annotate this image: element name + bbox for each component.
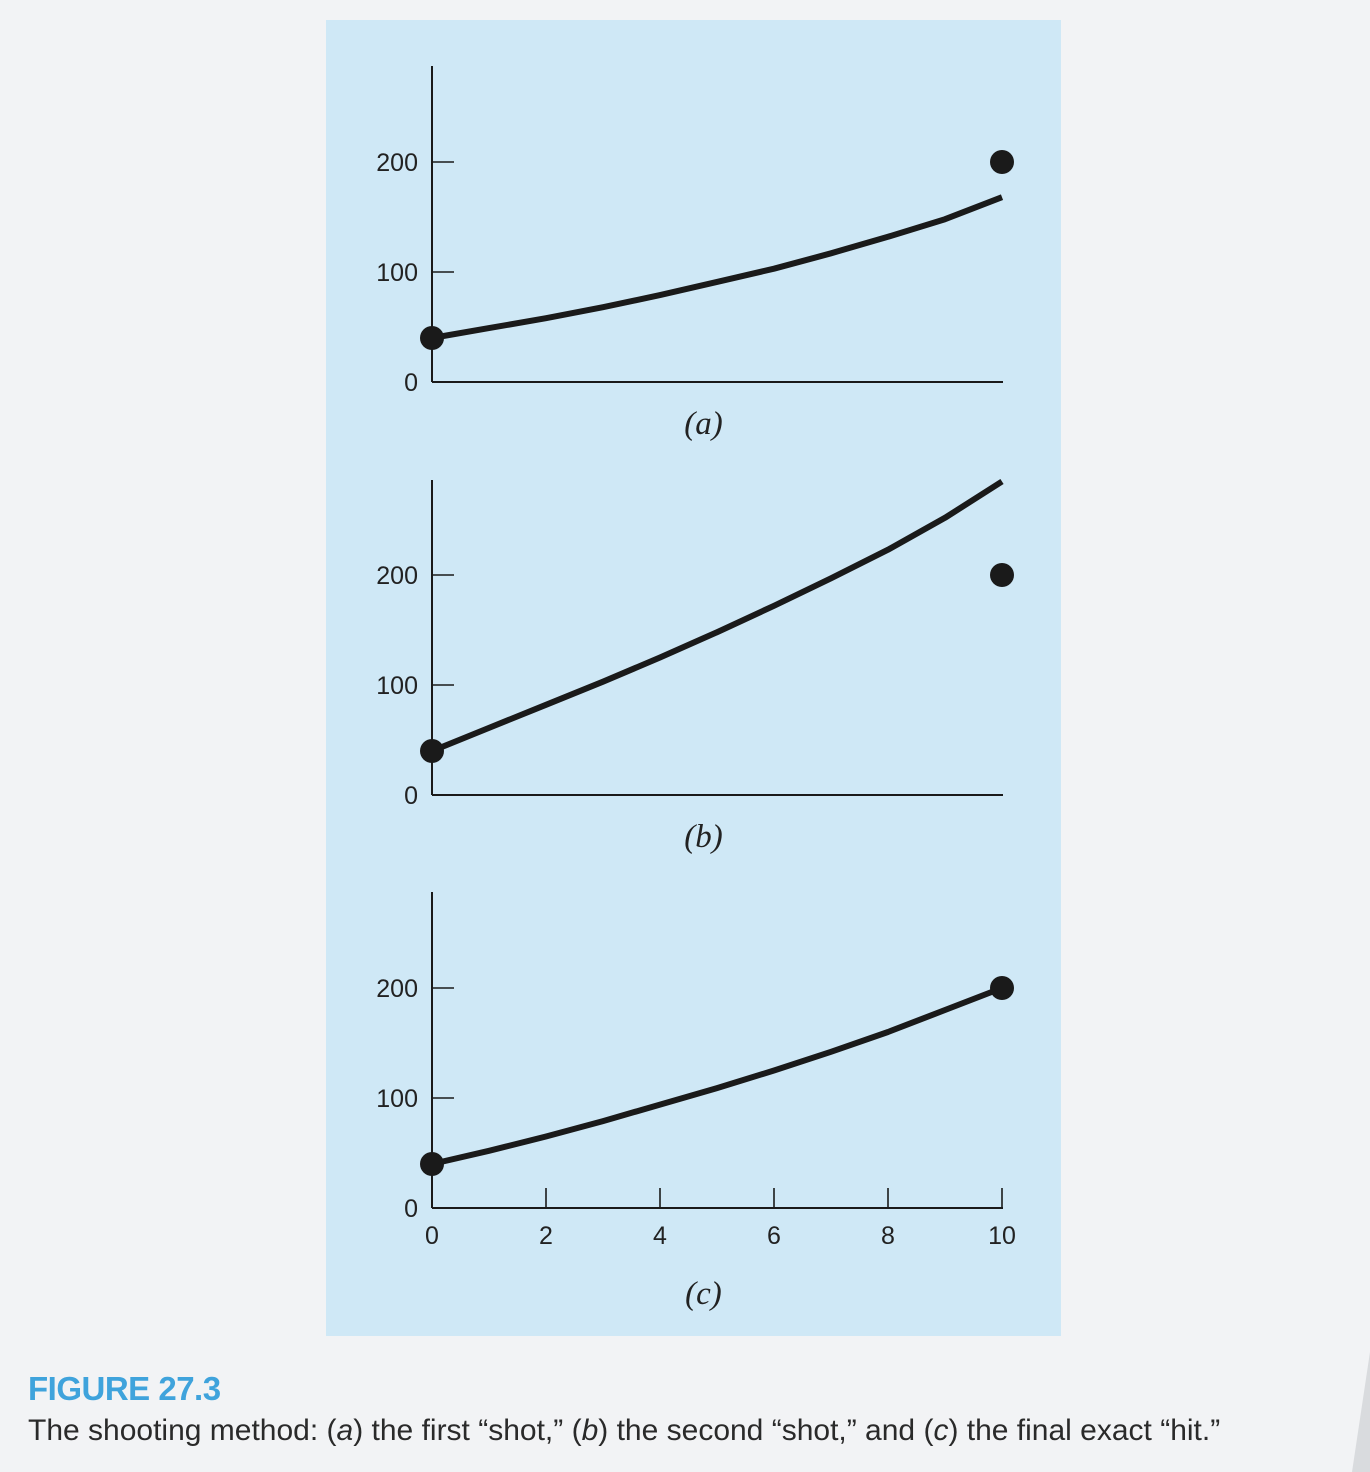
page-corner-shadow — [1352, 1352, 1370, 1472]
target-point-c — [990, 976, 1014, 1000]
y-tick-label-0: 0 — [404, 1195, 418, 1223]
start-point-a — [420, 326, 444, 350]
y-tick-label-100: 100 — [376, 259, 418, 287]
target-point-a — [990, 150, 1014, 174]
caption-italic-c: c — [933, 1414, 949, 1447]
panel-b: 0 100 200 (b) — [376, 478, 1014, 855]
y-tick-label-200: 200 — [376, 975, 418, 1003]
x-tick-label-4: 4 — [653, 1222, 667, 1250]
y-tick-label-100: 100 — [376, 1085, 418, 1113]
series-line-a — [431, 194, 1004, 341]
shooting-method-chart: 0 100 200 (a) 0 100 200 (b) 0 100 200 0 2 4 6 8 10 (c) — [376, 66, 1016, 1312]
caption-text-1: The shooting method: ( — [28, 1414, 337, 1447]
x-tick-label-0: 0 — [425, 1222, 439, 1250]
y-tick-label-0: 0 — [404, 782, 418, 810]
series-line-b — [430, 478, 1004, 754]
y-tick-label-200: 200 — [376, 562, 418, 590]
x-tick-label-6: 6 — [767, 1222, 781, 1250]
start-point-c — [420, 1152, 444, 1176]
x-tick-label-10: 10 — [988, 1222, 1016, 1250]
series-line-c — [431, 985, 1004, 1167]
start-point-b — [420, 739, 444, 763]
caption-italic-b: b — [581, 1414, 599, 1447]
caption-italic-a: a — [336, 1414, 354, 1447]
target-point-b — [990, 563, 1014, 587]
y-tick-label-200: 200 — [376, 149, 418, 177]
figure-number: FIGURE 27.3 — [28, 1370, 221, 1407]
figure-caption: The shooting method: (a) the first “shot… — [28, 1414, 1348, 1448]
x-tick-label-8: 8 — [881, 1222, 895, 1250]
caption-text-2: ) the first “shot,” ( — [353, 1414, 582, 1447]
panel-label-c: (c) — [685, 1276, 722, 1312]
y-tick-label-0: 0 — [404, 369, 418, 397]
panel-label-b: (b) — [684, 819, 722, 855]
caption-text-4: ) the final exact “hit.” — [948, 1414, 1221, 1447]
panel-a: 0 100 200 (a) — [376, 66, 1014, 442]
caption-text-3: ) the second “shot,” and ( — [598, 1414, 934, 1447]
panel-c: 0 100 200 0 2 4 6 8 10 (c) — [376, 892, 1016, 1312]
figure-panel: 0 100 200 (a) 0 100 200 (b) 0 100 200 0 2 4 6 8 10 (c) — [326, 20, 1061, 1336]
x-tick-label-2: 2 — [539, 1222, 553, 1250]
panel-label-a: (a) — [684, 406, 722, 442]
y-tick-label-100: 100 — [376, 672, 418, 700]
